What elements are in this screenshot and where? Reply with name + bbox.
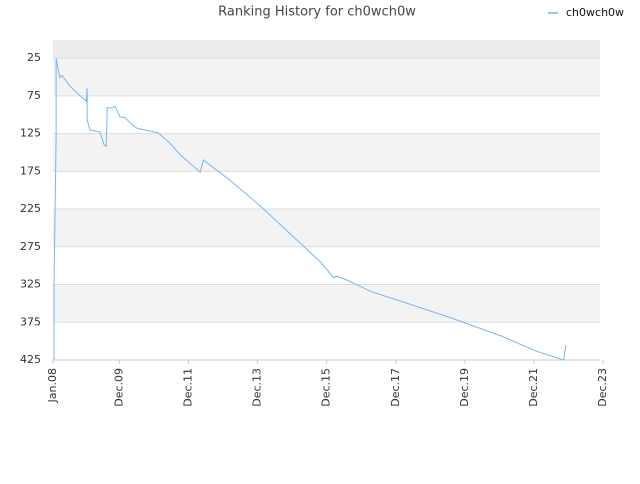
y-tick-label: 275 (20, 240, 41, 253)
plot-band (53, 284, 600, 323)
x-tick-label: Dec.21 (527, 368, 540, 407)
x-tick-label: Dec.09 (112, 368, 125, 407)
plot-band (53, 133, 600, 172)
y-tick-label: 325 (20, 278, 41, 291)
series-line (53, 58, 567, 361)
x-tick-label: Dec.15 (320, 368, 333, 407)
x-tick-label: Dec.11 (181, 368, 194, 407)
plot-band (53, 40, 600, 59)
x-tick-label: Jan.08 (46, 368, 59, 403)
y-tick-label: 75 (27, 89, 41, 102)
x-tick-label: Dec.17 (389, 368, 402, 407)
chart-title: Ranking History for ch0wch0w (218, 5, 416, 20)
legend-label: ch0wch0w (566, 6, 624, 19)
plot-band (53, 209, 600, 247)
x-tick-label: Dec.19 (458, 368, 471, 407)
y-tick-label: 225 (20, 202, 41, 215)
y-tick-label: 25 (27, 51, 41, 64)
x-tick-label: Dec.13 (251, 368, 264, 407)
x-tick-label: Dec.23 (596, 368, 609, 407)
y-tick-label: 375 (20, 315, 41, 328)
y-tick-label: 425 (20, 353, 41, 366)
plot-band (53, 58, 600, 96)
y-tick-label: 175 (20, 164, 41, 177)
y-tick-label: 125 (20, 127, 41, 140)
